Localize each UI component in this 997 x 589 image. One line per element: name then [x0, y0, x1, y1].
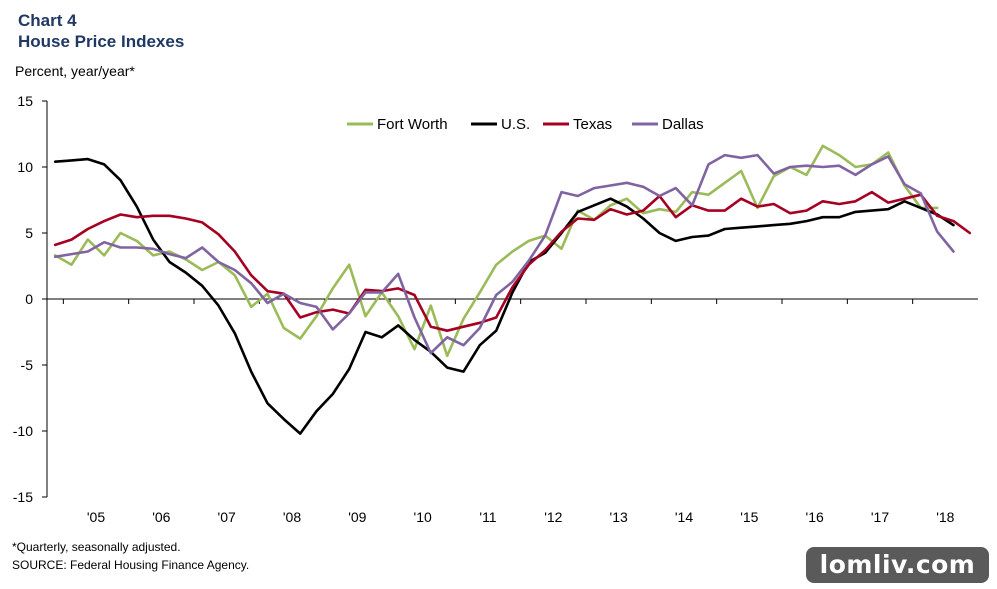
series-line-dallas — [53, 153, 955, 355]
x-tick-label: '11 — [479, 509, 496, 525]
legend-label: Fort Worth — [377, 116, 448, 133]
y-tick-label: 10 — [17, 159, 33, 175]
chart-title-line1: Chart 4 — [18, 11, 77, 30]
legend-label: Texas — [573, 116, 612, 133]
y-tick-label: 5 — [25, 225, 33, 241]
x-tick-label: '16 — [806, 509, 824, 525]
source-note: SOURCE: Federal Housing Finance Agency. — [12, 558, 250, 572]
x-tick-label: '09 — [348, 509, 366, 525]
y-tick-label: -15 — [13, 489, 33, 505]
x-tick-label: '17 — [871, 509, 889, 525]
x-tick-label: '08 — [283, 509, 301, 525]
series-line-u-s — [53, 157, 955, 435]
x-tick-label: '14 — [675, 509, 693, 525]
x-tick-label: '10 — [414, 509, 432, 525]
x-tick-label: '07 — [218, 509, 236, 525]
watermark-logo: lomliv.com — [806, 547, 989, 583]
chart-title-line2: House Price Indexes — [18, 32, 185, 51]
chart-axes: 15 10 5 0 -5 -10 -15 '05 '06 '07 '08 '09 '10 '11 '12 '1… — [13, 93, 978, 525]
y-tick-label: -10 — [13, 423, 33, 439]
legend-label: Dallas — [662, 116, 704, 133]
x-tick-label: '05 — [87, 509, 105, 525]
x-tick-label: '12 — [544, 509, 562, 525]
legend-label: U.S. — [501, 116, 530, 133]
chart-series — [53, 144, 972, 435]
chart-legend: Fort Worth U.S. Texas Dallas — [347, 116, 704, 133]
series-line-texas — [53, 190, 972, 333]
x-tick-label: '06 — [152, 509, 170, 525]
series-line-fort-worth — [53, 144, 939, 358]
x-tick-label: '13 — [610, 509, 628, 525]
x-tick-label: '18 — [936, 509, 954, 525]
y-axis-label: Percent, year/year* — [15, 63, 135, 79]
footnote: *Quarterly, seasonally adjusted. — [12, 540, 181, 554]
y-tick-label: -5 — [21, 357, 34, 373]
x-tick-label: '15 — [740, 509, 758, 525]
y-tick-label: 0 — [25, 291, 33, 307]
y-tick-label: 15 — [17, 93, 33, 109]
